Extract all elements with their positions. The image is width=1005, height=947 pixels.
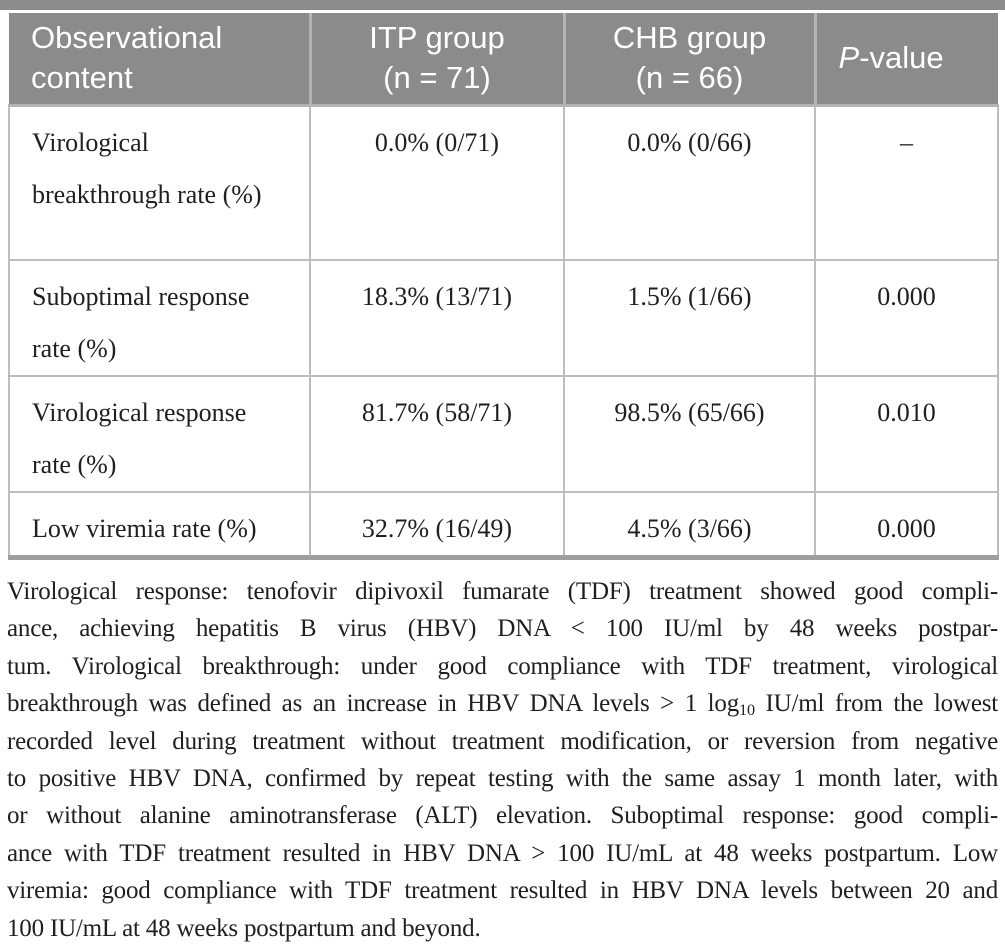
row-label: Virological breakthrough rate (%) [8,104,311,261]
table-row: Low viremia rate (%) 32.7% (16/49) 4.5% … [8,491,999,560]
p-value: 0.010 [814,375,999,493]
footnote-line: 100 IU/mL at 48 weeks postpartum and bey… [7,914,481,942]
header-line: (n = 66) [635,60,744,96]
chb-value: 4.5% (3/66) [563,491,816,560]
row-label: Virological response rate (%) [8,375,311,493]
table-header: Observational content ITP group (n = 71)… [9,13,998,107]
table-top-rule [0,0,1005,10]
header-line: ITP group [369,20,505,56]
p-value-rest: -value [859,40,944,76]
results-table-wrap: Observational content ITP group (n = 71)… [8,13,999,560]
header-cell-itp-group: ITP group (n = 71) [308,13,564,107]
header-cell-chb-group: CHB group (n = 66) [562,13,815,107]
chb-value: 1.5% (1/66) [563,259,816,377]
header-line: CHB group [612,20,767,56]
results-table: Observational content ITP group (n = 71)… [8,13,999,560]
p-value: 0.000 [814,491,999,560]
header-row: Observational content ITP group (n = 71)… [9,13,998,107]
footnote-line: ance, achieving hepatitis B virus (HBV) … [7,615,998,643]
itp-value: 81.7% (58/71) [309,375,565,493]
itp-value: 32.7% (16/49) [309,491,565,560]
table-footnote: Virological response: tenofovir dipivoxi… [7,573,998,947]
header-line: (n = 71) [383,60,491,96]
header-line: Observational [31,20,223,56]
table-body: Virological breakthrough rate (%) 0.0% (… [8,104,999,560]
table-row: Virological breakthrough rate (%) 0.0% (… [8,104,999,261]
footnote-text: IU/ml from the lowest [754,690,999,718]
footnote-text: breakthrough was defined as an increase … [7,690,740,718]
table-row: Virological response rate (%) 81.7% (58/… [8,375,999,493]
header-line: content [31,60,133,96]
itp-value: 0.0% (0/71) [309,104,565,261]
p-value: 0.000 [814,259,999,377]
header-cell-p-value: P-value [813,13,998,107]
footnote-line: ance with TDF treatment resulted in HBV … [7,839,998,867]
row-label: Suboptimal response rate (%) [8,259,311,377]
chb-value: 0.0% (0/66) [563,104,816,261]
p-value: – [814,104,999,261]
footnote-line: recorded level during treatment without … [7,727,998,755]
p-value-italic-p: P [838,40,860,76]
header-cell-observational-content: Observational content [9,13,310,107]
footnote-line: or without alanine aminotransferase (ALT… [7,802,998,830]
footnote-line: to positive HBV DNA, confirmed by repeat… [7,765,998,793]
footnote-line: Virological response: tenofovir dipivoxi… [7,578,998,605]
row-label: Low viremia rate (%) [8,491,311,560]
footnote-line: tum. Virological breakthrough: under goo… [7,652,998,680]
itp-value: 18.3% (13/71) [309,259,565,377]
table-row: Suboptimal response rate (%) 18.3% (13/7… [8,259,999,377]
chb-value: 98.5% (65/66) [563,375,816,493]
footnote-line: breakthrough was defined as an increase … [7,685,998,722]
log10-subscript: 10 [739,700,755,719]
footnote-line: viremia: good compliance with TDF treatm… [7,877,998,905]
